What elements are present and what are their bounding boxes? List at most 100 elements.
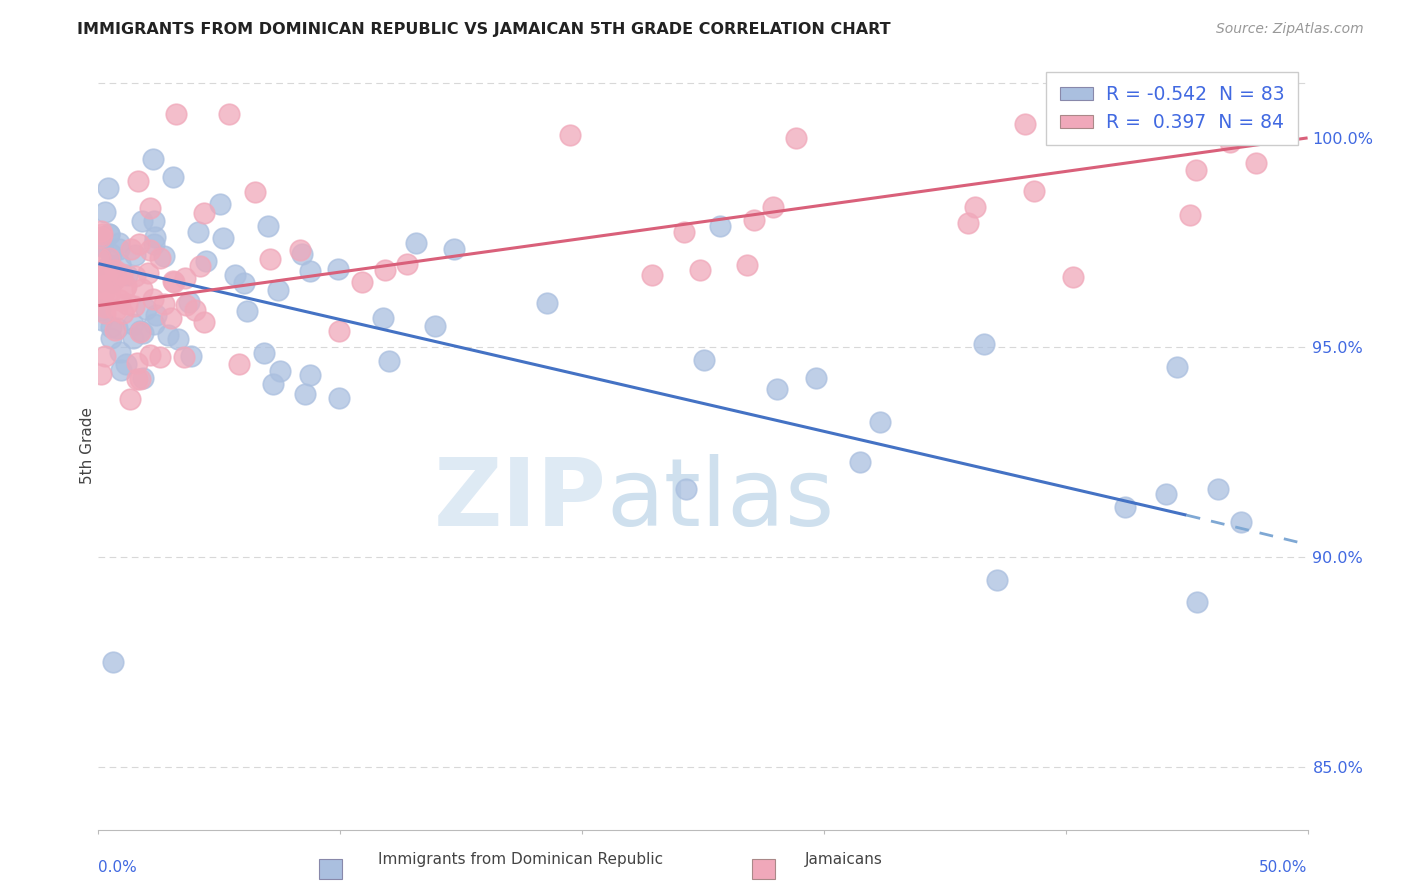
Point (299, 368, 322, 382)
Text: ZIP: ZIP (433, 454, 606, 546)
Point (91, 312, 114, 326)
Point (1208, 482, 1230, 496)
Point (96, 260, 118, 275)
Point (131, 282, 153, 296)
Text: Jamaicans: Jamaicans (804, 852, 883, 867)
Point (108, 235, 131, 250)
Point (378, 354, 401, 368)
Point (108, 293, 131, 307)
Point (122, 299, 145, 313)
Point (1230, 516, 1253, 530)
Point (641, 268, 664, 282)
Point (100, 320, 122, 334)
Point (1014, 117, 1036, 131)
Point (193, 315, 215, 329)
Point (90, 224, 112, 238)
Point (115, 279, 138, 293)
Point (90, 239, 112, 253)
Point (257, 219, 280, 234)
Point (765, 383, 787, 397)
Point (139, 243, 162, 257)
Point (131, 214, 153, 228)
Point (142, 214, 165, 228)
Point (262, 377, 284, 392)
Point (536, 296, 558, 310)
Point (1062, 270, 1084, 285)
Point (153, 297, 176, 311)
Point (804, 371, 827, 385)
Point (101, 275, 124, 289)
Point (173, 270, 195, 285)
Point (762, 200, 785, 214)
Point (423, 319, 446, 334)
Point (90, 227, 112, 241)
Point (115, 268, 138, 282)
Point (121, 317, 143, 331)
Point (110, 345, 132, 359)
Point (235, 304, 257, 318)
Y-axis label: 5th Grade: 5th Grade (80, 408, 94, 484)
Point (125, 372, 148, 386)
Point (672, 225, 695, 239)
Point (132, 371, 155, 385)
Point (269, 364, 291, 378)
Point (115, 357, 138, 371)
Point (94, 306, 117, 320)
Text: Source: ZipAtlas.com: Source: ZipAtlas.com (1216, 22, 1364, 37)
Point (120, 242, 142, 256)
Point (1022, 184, 1045, 198)
Point (288, 243, 311, 257)
Point (96, 288, 118, 302)
Point (1185, 163, 1208, 178)
Point (153, 249, 176, 263)
Point (136, 266, 159, 280)
Point (405, 236, 427, 251)
Point (689, 263, 711, 277)
Point (94, 278, 117, 293)
Point (135, 301, 157, 316)
Point (127, 356, 149, 370)
Point (1154, 487, 1177, 501)
Point (143, 230, 166, 244)
Point (693, 353, 716, 368)
Point (128, 324, 150, 338)
Point (443, 242, 465, 256)
Point (184, 303, 207, 318)
Point (709, 219, 731, 233)
Point (973, 337, 995, 351)
Point (162, 169, 184, 184)
Point (149, 350, 172, 364)
Point (142, 318, 165, 332)
Point (193, 206, 215, 220)
Point (129, 326, 152, 340)
Point (373, 311, 395, 326)
Point (1114, 500, 1136, 515)
Point (104, 263, 127, 277)
Text: IMMIGRANTS FROM DOMINICAN REPUBLIC VS JAMAICAN 5TH GRADE CORRELATION CHART: IMMIGRANTS FROM DOMINICAN REPUBLIC VS JA… (77, 22, 891, 37)
Point (675, 482, 697, 496)
Point (162, 274, 184, 288)
Point (97, 285, 120, 300)
Point (176, 298, 198, 312)
Point (138, 348, 160, 362)
Point (177, 295, 200, 310)
Point (218, 107, 240, 121)
Point (326, 261, 349, 276)
Point (98, 252, 121, 266)
Point (110, 257, 132, 271)
Point (742, 213, 765, 227)
Point (298, 264, 321, 278)
Point (986, 574, 1008, 588)
Point (963, 200, 986, 214)
Point (374, 263, 396, 277)
Point (396, 257, 419, 271)
Point (104, 303, 127, 318)
Point (132, 326, 155, 341)
Point (243, 186, 266, 200)
Point (162, 275, 184, 289)
Point (90, 230, 112, 244)
Point (93, 205, 115, 219)
Point (100, 247, 122, 261)
Point (90, 280, 112, 294)
Point (1198, 96, 1220, 111)
